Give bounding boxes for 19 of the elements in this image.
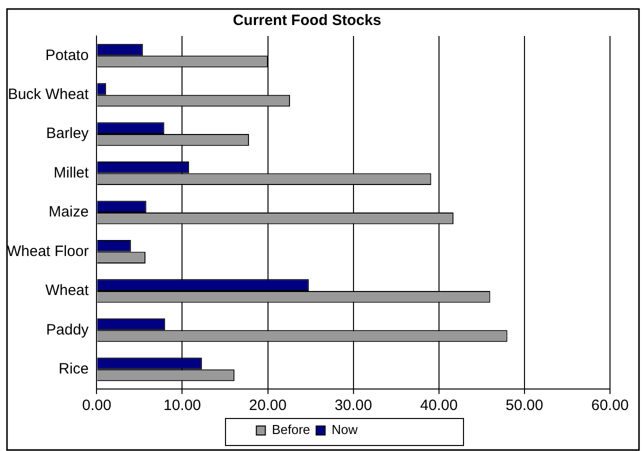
x-tick-label: 20.00: [249, 397, 287, 414]
x-tick-label: 0.00: [82, 397, 112, 414]
y-tick-label: Wheat Floor: [6, 242, 89, 260]
x-tick-label: 60.00: [591, 397, 629, 414]
y-tick-label: Wheat: [45, 282, 90, 300]
chart-title: Current Food Stocks: [232, 12, 382, 30]
y-tick-label: Millet: [54, 164, 90, 182]
y-tick-label: Potato: [45, 46, 89, 64]
legend-label: Before: [272, 422, 310, 438]
legend-label: Now: [332, 422, 358, 438]
x-tick-label: 50.00: [506, 397, 544, 414]
x-tick-label: 40.00: [420, 397, 458, 414]
y-tick-label: Buck Wheat: [8, 86, 90, 103]
x-tick-label: 30.00: [334, 397, 372, 414]
y-tick-label: Barley: [46, 125, 90, 142]
y-tick-label: Paddy: [46, 321, 90, 338]
x-tick-label: 10.00: [163, 397, 202, 414]
y-tick-label: Rice: [58, 360, 89, 378]
y-tick-label: Maize: [48, 204, 89, 221]
